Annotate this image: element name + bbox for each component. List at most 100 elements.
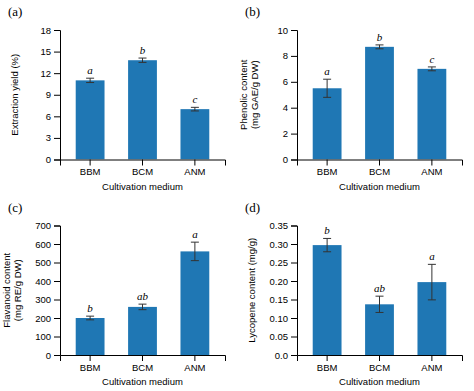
error-bar-cap xyxy=(86,316,94,317)
error-bar-cap xyxy=(428,70,436,71)
bar xyxy=(313,245,342,355)
panel-label: (a) xyxy=(8,4,22,19)
x-tick-mark xyxy=(142,160,143,166)
y-tick: 0 xyxy=(283,154,297,165)
x-tick-label: ANM xyxy=(184,362,205,373)
plot-area xyxy=(76,242,210,355)
y-tick-label: 300 xyxy=(35,294,51,305)
x-tick-mark xyxy=(379,355,380,361)
y-tick: 15 xyxy=(40,46,60,57)
y-tick: 0 xyxy=(46,154,60,165)
bar xyxy=(313,88,342,159)
x-tick-label: BCM xyxy=(132,166,153,177)
error-bar-cap xyxy=(139,58,147,59)
error-bar xyxy=(86,78,94,82)
error-bar-cap xyxy=(323,79,331,80)
panel-label: (d) xyxy=(245,200,260,215)
x-axis: BBMBCMANM xyxy=(61,160,226,178)
y-tick: 0.0 xyxy=(275,350,297,361)
error-bar-cap xyxy=(139,309,147,310)
y-tick: 0.35 xyxy=(270,220,298,231)
y-tick-mark xyxy=(54,52,60,53)
x-tick-mark xyxy=(379,160,380,166)
significance-letter: ab xyxy=(374,282,386,294)
y-axis-line xyxy=(54,31,61,161)
y-axis-line xyxy=(291,31,298,161)
error-bar xyxy=(191,107,199,111)
y-tick-mark xyxy=(291,226,297,227)
bar xyxy=(180,109,209,159)
x-axis: BBM BCM ANM xyxy=(298,355,463,373)
y-tick-label: 0.20 xyxy=(270,276,289,287)
significance-letter: a xyxy=(429,250,435,262)
y-tick: 3 xyxy=(46,132,60,143)
y-axis: 0100200300400500600700 xyxy=(35,220,60,361)
y-tick: 0.15 xyxy=(270,294,298,305)
annotations: abc xyxy=(324,31,434,77)
y-tick: 0.20 xyxy=(270,276,298,287)
error-bar-cap xyxy=(376,48,384,49)
panel-label: (b) xyxy=(245,4,260,19)
y-tick-mark xyxy=(54,263,60,264)
y-tick-mark xyxy=(291,337,297,338)
error-bar-cap xyxy=(376,296,384,297)
error-bar-cap xyxy=(376,312,384,313)
panel: abcBBMBCMANM0369121518Cultivation medium… xyxy=(8,4,226,192)
annotations: abc xyxy=(87,44,197,105)
error-bar-cap xyxy=(191,107,199,108)
y-tick-label: 3 xyxy=(46,132,51,143)
x-tick-label: BBM xyxy=(317,362,338,373)
error-bar xyxy=(428,264,436,300)
error-bar xyxy=(139,304,147,310)
y-tick-mark xyxy=(54,30,60,31)
plot-area xyxy=(76,58,210,159)
y-tick: 6 xyxy=(283,76,297,87)
figure: abcBBMBCMANM0369121518Cultivation medium… xyxy=(0,0,474,391)
y-tick-mark xyxy=(291,160,297,161)
y-tick-mark xyxy=(291,56,297,57)
panel: babaBBMBCMANM0.00.050.100.150.200.250.30… xyxy=(245,200,463,388)
x-tick-label: BCM xyxy=(369,362,390,373)
error-bar-cap xyxy=(139,62,147,63)
error-bar-cap xyxy=(428,264,436,265)
annotations: baba xyxy=(87,228,198,314)
y-tick-label: 9 xyxy=(46,89,51,100)
y-tick-mark xyxy=(54,337,60,338)
y-tick: 600 xyxy=(35,239,60,250)
y-tick-mark xyxy=(54,73,60,74)
y-tick: 500 xyxy=(35,257,60,268)
bar xyxy=(365,47,394,160)
y-tick-label: 0 xyxy=(46,154,51,165)
x-tick: BBM xyxy=(317,160,338,178)
x-tick-label: ANM xyxy=(421,362,442,373)
x-axis: BBMBCMANM xyxy=(298,160,463,178)
y-tick-label: 0.15 xyxy=(270,294,289,305)
y-tick: 18 xyxy=(40,25,60,36)
error-bar-stem xyxy=(142,304,143,310)
bar xyxy=(76,318,105,355)
x-tick: BBM xyxy=(317,355,338,373)
y-tick-mark xyxy=(54,95,60,96)
y-tick-label: 15 xyxy=(40,46,51,57)
x-tick: ANM xyxy=(184,355,205,373)
y-tick: 200 xyxy=(35,313,60,324)
significance-letter: a xyxy=(192,228,198,240)
y-axis-title: Flavanoid content(mg RE/g DW) xyxy=(1,252,23,327)
y-tick-label: 0.30 xyxy=(270,239,289,250)
y-axis: 0.00.050.100.150.200.250.300.35 xyxy=(270,220,298,361)
y-tick: 300 xyxy=(35,294,60,305)
x-axis-title: Cultivation medium xyxy=(339,181,420,192)
significance-letter: b xyxy=(377,31,383,43)
y-tick: 9 xyxy=(46,89,60,100)
x-tick-mark xyxy=(142,355,143,361)
x-tick-label: ANM xyxy=(184,166,205,177)
y-tick-label: 0 xyxy=(46,350,51,361)
y-tick-mark xyxy=(291,30,297,31)
y-tick: 100 xyxy=(35,331,60,342)
y-axis: 0369121518 xyxy=(40,25,60,166)
significance-letter: c xyxy=(429,53,434,65)
y-tick-label: 12 xyxy=(40,68,51,79)
error-bar-cap xyxy=(86,82,94,83)
bar xyxy=(180,251,209,355)
panel-label: (c) xyxy=(8,200,22,215)
